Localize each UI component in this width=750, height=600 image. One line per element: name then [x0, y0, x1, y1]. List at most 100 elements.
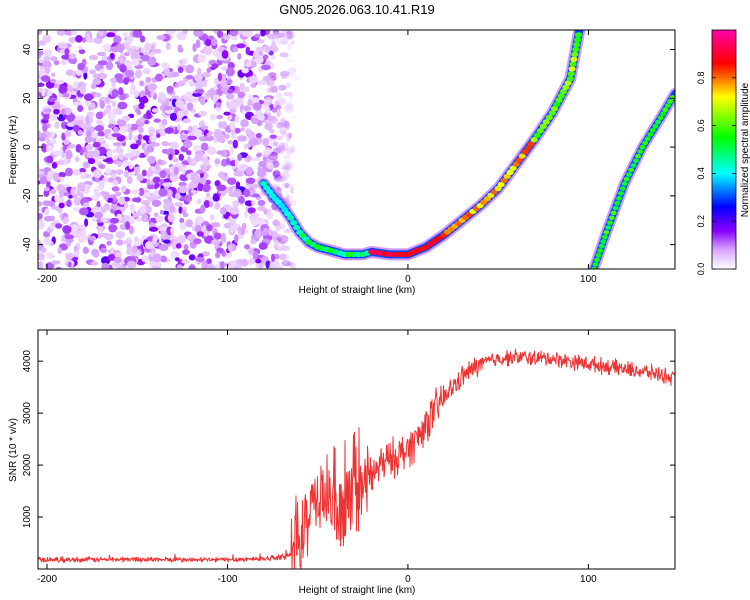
snr-x-ticks: -200 -100 0 100 — [37, 330, 597, 585]
noise-speck — [139, 35, 146, 43]
noise-speck — [218, 171, 226, 179]
second-trace-segment — [616, 196, 623, 201]
noise-speck — [182, 58, 188, 63]
noise-speck — [145, 90, 151, 96]
noise-speck — [73, 245, 78, 252]
noise-speck — [237, 153, 243, 161]
noise-speck — [281, 166, 290, 171]
noise-speck — [204, 95, 210, 100]
noise-speck — [109, 217, 119, 224]
spectrogram-x-axis-label: Height of straight line (km) — [299, 285, 416, 296]
noise-speck — [75, 156, 80, 163]
noise-speck — [132, 30, 143, 38]
spectrogram-frame — [37, 29, 676, 270]
noise-speck — [88, 54, 99, 61]
main-trace-segment — [266, 189, 274, 195]
noise-speck — [75, 233, 80, 239]
noise-speck — [46, 180, 51, 190]
noise-speck — [146, 170, 154, 177]
main-trace-segment — [506, 169, 514, 175]
noise-speck — [47, 200, 55, 207]
noise-speck — [123, 215, 131, 222]
main-trace-segment — [548, 110, 556, 116]
noise-speck — [126, 260, 137, 269]
noise-speck — [43, 113, 50, 121]
noise-speck — [262, 54, 269, 60]
noise-speck — [50, 260, 61, 265]
noise-speck — [178, 185, 188, 194]
snr-x-axis-label: Height of straight line (km) — [299, 585, 416, 596]
noise-speck — [64, 48, 70, 56]
noise-speck — [205, 38, 212, 47]
noise-speck — [279, 128, 287, 135]
noise-speck — [268, 153, 279, 161]
colorbar-tick-label: 0.0 — [696, 263, 706, 276]
noise-speck — [101, 262, 110, 269]
noise-speck — [147, 83, 158, 91]
noise-speck — [53, 108, 60, 115]
noise-speck — [282, 160, 291, 170]
noise-speck — [113, 256, 122, 264]
colorbar-label: Normalized spectral amplitude — [740, 82, 750, 217]
noise-speck — [54, 205, 60, 211]
noise-speck — [138, 127, 144, 134]
colorbar-gradient — [712, 30, 736, 269]
noise-speck — [291, 74, 300, 81]
noise-speck — [63, 139, 70, 145]
main-trace — [257, 30, 586, 261]
noise-speck — [237, 226, 243, 235]
noise-speck — [106, 240, 112, 246]
colorbar: 0.0 0.2 0.4 0.6 0.8 Normalized spectral ampl… — [696, 29, 750, 276]
noise-speck — [112, 126, 119, 134]
noise-speck — [251, 200, 256, 206]
noise-speck — [130, 83, 136, 92]
noise-speck — [142, 135, 151, 141]
noise-speck — [162, 182, 172, 187]
second-trace-segment — [619, 186, 626, 191]
noise-speck — [107, 177, 115, 183]
noise-speck — [278, 223, 286, 230]
main-trace-segment — [560, 88, 568, 95]
noise-speck — [279, 253, 287, 261]
noise-speck — [281, 260, 291, 267]
noise-speck — [181, 166, 186, 175]
main-trace-segment — [521, 149, 529, 155]
noise-speck — [99, 69, 105, 74]
noise-speck — [210, 222, 220, 228]
noise-speck — [77, 182, 86, 191]
noise-speck — [44, 66, 51, 74]
noise-speck — [191, 175, 201, 184]
noise-speck — [115, 239, 124, 246]
noise-speck — [243, 188, 251, 198]
spectrogram-marks — [38, 30, 675, 269]
noise-speck — [243, 105, 252, 112]
main-trace-segment — [533, 132, 541, 138]
second-trace-segment — [598, 243, 605, 249]
noise-speck — [91, 216, 98, 222]
noise-speck — [130, 189, 141, 195]
noise-speck — [142, 68, 151, 75]
noise-speck — [57, 247, 62, 255]
noise-speck — [283, 154, 288, 160]
noise-speck — [91, 194, 99, 202]
noise-speck — [168, 153, 173, 161]
noise-speck — [219, 261, 225, 269]
noise-speck — [131, 149, 136, 157]
noise-speck — [92, 78, 102, 85]
noise-speck — [43, 49, 53, 57]
main-trace-segment — [562, 84, 570, 91]
second-trace-segment — [660, 111, 666, 116]
noise-speck — [113, 35, 122, 44]
second-trace-segment — [590, 266, 597, 269]
noise-speck — [132, 197, 142, 203]
noise-speck — [275, 246, 283, 252]
noise-speck — [200, 125, 209, 130]
noise-speck — [215, 263, 220, 269]
noise-speck — [147, 155, 156, 164]
noise-speck — [174, 257, 180, 262]
noise-speck — [194, 224, 202, 234]
noise-speck — [221, 50, 229, 59]
main-trace-segment — [284, 211, 292, 217]
noise-speck — [194, 129, 203, 138]
